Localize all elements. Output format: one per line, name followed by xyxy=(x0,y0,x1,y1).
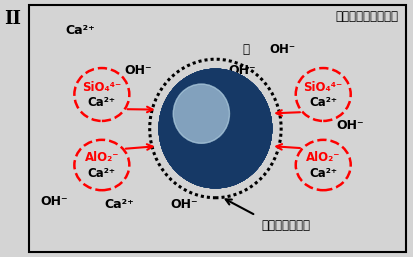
Ellipse shape xyxy=(173,84,229,143)
Ellipse shape xyxy=(159,69,271,188)
Ellipse shape xyxy=(159,69,271,188)
Ellipse shape xyxy=(159,69,271,188)
Ellipse shape xyxy=(159,69,271,188)
Ellipse shape xyxy=(159,69,271,188)
Ellipse shape xyxy=(159,69,271,188)
Ellipse shape xyxy=(173,84,229,143)
Ellipse shape xyxy=(159,69,271,188)
Text: OH⁻: OH⁻ xyxy=(124,64,152,77)
Ellipse shape xyxy=(173,84,229,143)
Ellipse shape xyxy=(159,69,271,188)
Text: OH⁻: OH⁻ xyxy=(171,198,198,210)
Ellipse shape xyxy=(173,84,229,143)
Ellipse shape xyxy=(159,69,271,188)
Text: OH⁻: OH⁻ xyxy=(40,195,67,208)
Ellipse shape xyxy=(173,84,229,143)
Ellipse shape xyxy=(159,69,271,188)
Ellipse shape xyxy=(159,69,271,188)
Ellipse shape xyxy=(159,69,271,188)
Ellipse shape xyxy=(159,69,271,188)
Ellipse shape xyxy=(159,69,271,188)
Ellipse shape xyxy=(159,69,271,188)
Ellipse shape xyxy=(159,69,271,188)
Ellipse shape xyxy=(173,84,229,143)
Ellipse shape xyxy=(159,69,271,188)
Ellipse shape xyxy=(159,69,271,188)
Text: Ca²⁺: Ca²⁺ xyxy=(66,24,95,37)
Ellipse shape xyxy=(159,69,271,188)
Ellipse shape xyxy=(159,69,271,188)
Text: 孔: 孔 xyxy=(242,43,249,56)
Ellipse shape xyxy=(159,69,271,188)
Ellipse shape xyxy=(159,69,271,188)
Text: OH⁻: OH⁻ xyxy=(228,64,256,77)
Ellipse shape xyxy=(159,69,271,188)
Ellipse shape xyxy=(159,69,271,188)
Ellipse shape xyxy=(159,69,271,188)
Text: セメント水和物、細: セメント水和物、細 xyxy=(335,10,397,23)
Ellipse shape xyxy=(159,69,271,188)
Text: SiO₄⁴⁻: SiO₄⁴⁻ xyxy=(82,81,121,94)
Text: Ca²⁺: Ca²⁺ xyxy=(104,198,134,210)
Text: Ca²⁺: Ca²⁺ xyxy=(309,167,337,180)
Ellipse shape xyxy=(159,69,271,188)
Ellipse shape xyxy=(159,69,271,188)
Ellipse shape xyxy=(159,69,271,188)
Ellipse shape xyxy=(159,69,271,188)
Text: AlO₂⁻: AlO₂⁻ xyxy=(305,151,339,164)
Text: SiO₄⁴⁻: SiO₄⁴⁻ xyxy=(303,81,342,94)
Ellipse shape xyxy=(173,84,229,143)
Ellipse shape xyxy=(159,69,271,188)
Text: ポゾラン反応層: ポゾラン反応層 xyxy=(261,219,310,232)
Ellipse shape xyxy=(159,69,271,188)
Ellipse shape xyxy=(173,84,229,143)
Ellipse shape xyxy=(159,69,271,188)
Ellipse shape xyxy=(159,69,271,188)
Ellipse shape xyxy=(159,69,271,188)
Ellipse shape xyxy=(173,84,229,143)
Ellipse shape xyxy=(159,69,271,188)
Text: OH⁻: OH⁻ xyxy=(335,120,363,132)
Text: AlO₂⁻: AlO₂⁻ xyxy=(84,151,119,164)
Text: OH⁻: OH⁻ xyxy=(269,43,295,56)
Ellipse shape xyxy=(159,69,271,188)
Ellipse shape xyxy=(159,69,271,188)
Text: II: II xyxy=(4,10,21,28)
Ellipse shape xyxy=(173,84,229,143)
Text: Ca²⁺: Ca²⁺ xyxy=(88,167,116,180)
Text: Ca²⁺: Ca²⁺ xyxy=(88,96,116,109)
Text: Ca²⁺: Ca²⁺ xyxy=(309,96,337,109)
Ellipse shape xyxy=(159,69,271,188)
Ellipse shape xyxy=(159,69,271,188)
